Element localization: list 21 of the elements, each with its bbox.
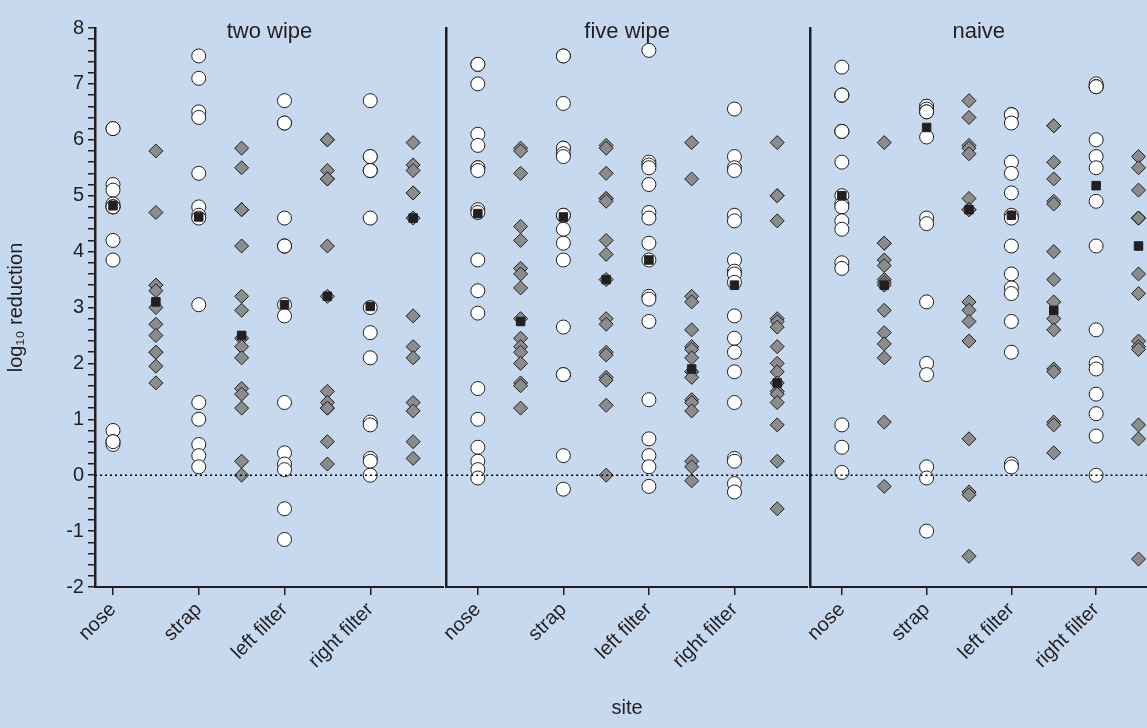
y-tick-label: -1 [66, 518, 84, 541]
y-tick-label: 5 [72, 183, 84, 206]
x-tick-label: left filter [590, 597, 656, 663]
y-tick-label: 1 [72, 406, 84, 429]
y-tick-label: 2 [72, 350, 84, 373]
y-tick-label: 7 [72, 71, 84, 94]
y-tick-label: -2 [66, 574, 84, 597]
chart-title: five wipe [584, 18, 670, 44]
y-tick-label: 8 [72, 15, 84, 38]
chart-title: naive [952, 18, 1006, 44]
y-tick-label: 4 [72, 239, 84, 262]
chart-title: two wipe [226, 18, 313, 44]
y-tick-label: 6 [72, 127, 84, 150]
x-tick-label: right filter [303, 597, 378, 672]
x-axis-title: site [611, 695, 643, 718]
y-tick-label: 3 [72, 295, 84, 318]
x-tick-label: right filter [1029, 597, 1104, 672]
x-tick-label: left filter [226, 597, 292, 663]
x-tick-label: left filter [953, 597, 1019, 663]
y-tick-label: 0 [72, 462, 84, 485]
y-axis-title: log₁₀ reduction [3, 242, 26, 373]
